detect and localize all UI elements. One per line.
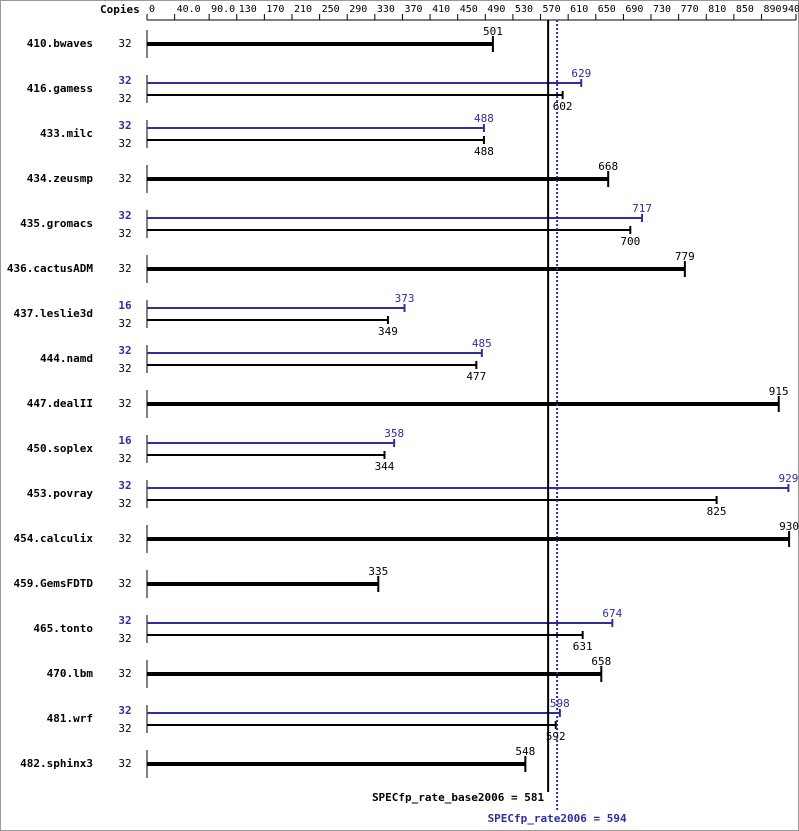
- x-tick-label: 610: [570, 4, 588, 15]
- copies: 32: [118, 119, 131, 132]
- x-tick-label: 250: [322, 4, 340, 15]
- x-tick-label: 210: [294, 4, 312, 15]
- benchmark-name: 482.sphinx3: [20, 757, 93, 770]
- x-tick-label: 770: [681, 4, 699, 15]
- benchmark-name: 435.gromacs: [20, 217, 93, 230]
- benchmark-name: 465.tonto: [33, 622, 93, 635]
- copies: 32: [118, 704, 131, 717]
- benchmark-name: 459.GemsFDTD: [14, 577, 94, 590]
- value-label: 631: [573, 640, 593, 653]
- value-label: 717: [632, 202, 652, 215]
- x-tick-label: 330: [377, 4, 395, 15]
- x-tick-label: 290: [349, 4, 367, 15]
- value-label: 501: [483, 25, 503, 38]
- benchmark-name: 416.gamess: [27, 82, 93, 95]
- x-tick-label: 730: [653, 4, 671, 15]
- value-label: 602: [553, 100, 573, 113]
- x-tick-label: 690: [625, 4, 643, 15]
- value-label: 629: [571, 67, 591, 80]
- value-label: 373: [395, 292, 415, 305]
- copies: 32: [118, 577, 131, 590]
- x-tick-label: 410: [432, 4, 450, 15]
- x-tick-label: 810: [708, 4, 726, 15]
- x-tick-label: 170: [266, 4, 284, 15]
- x-tick-label: 490: [487, 4, 505, 15]
- copies: 32: [118, 172, 131, 185]
- benchmark-name: 450.soplex: [27, 442, 94, 455]
- copies: 32: [118, 317, 131, 330]
- value-label: 485: [472, 337, 492, 350]
- value-label: 548: [515, 745, 535, 758]
- copies: 32: [118, 227, 131, 240]
- copies: 16: [118, 299, 132, 312]
- value-label: 488: [474, 112, 494, 125]
- value-label: 598: [550, 697, 570, 710]
- copies: 32: [118, 532, 131, 545]
- value-label: 658: [591, 655, 611, 668]
- copies: 32: [118, 497, 131, 510]
- benchmark-name: 437.leslie3d: [14, 307, 93, 320]
- copies: 16: [118, 434, 132, 447]
- benchmark-name: 453.povray: [27, 487, 94, 500]
- value-label: 668: [598, 160, 618, 173]
- value-label: 930: [779, 520, 799, 533]
- copies: 32: [118, 397, 131, 410]
- x-tick-label: 650: [598, 4, 616, 15]
- value-label: 929: [778, 472, 798, 485]
- copies: 32: [118, 74, 131, 87]
- value-label: 674: [602, 607, 622, 620]
- copies: 32: [118, 344, 131, 357]
- benchmark-name: 447.dealII: [27, 397, 93, 410]
- value-label: 349: [378, 325, 398, 338]
- copies: 32: [118, 479, 131, 492]
- copies: 32: [118, 137, 131, 150]
- x-tick-label: 530: [515, 4, 533, 15]
- x-tick-label: 0: [149, 4, 155, 15]
- copies: 32: [118, 209, 131, 222]
- copies: 32: [118, 667, 131, 680]
- value-label: 335: [368, 565, 388, 578]
- value-label: 592: [546, 730, 566, 743]
- x-tick-label: 370: [404, 4, 422, 15]
- benchmark-name: 454.calculix: [14, 532, 94, 545]
- benchmark-name: 410.bwaves: [27, 37, 93, 50]
- benchmark-name: 470.lbm: [47, 667, 94, 680]
- x-tick-label: 40.0: [177, 4, 201, 15]
- copies: 32: [118, 757, 131, 770]
- benchmark-name: 481.wrf: [47, 712, 93, 725]
- reference-label: SPECfp_rate_base2006 = 581: [372, 791, 545, 804]
- value-label: 779: [675, 250, 695, 263]
- copies: 32: [118, 362, 131, 375]
- copies: 32: [118, 37, 131, 50]
- value-label: 477: [466, 370, 486, 383]
- x-tick-label: 850: [736, 4, 754, 15]
- x-tick-label: 450: [460, 4, 478, 15]
- copies: 32: [118, 632, 131, 645]
- copies: 32: [118, 92, 131, 105]
- copies: 32: [118, 262, 131, 275]
- copies: 32: [118, 452, 131, 465]
- value-label: 825: [707, 505, 727, 518]
- value-label: 358: [384, 427, 404, 440]
- benchmark-name: 434.zeusmp: [27, 172, 94, 185]
- value-label: 488: [474, 145, 494, 158]
- copies-header: Copies: [100, 3, 140, 16]
- reference-label: SPECfp_rate2006 = 594: [488, 812, 627, 825]
- benchmark-name: 436.cactusADM: [7, 262, 93, 275]
- copies: 32: [118, 722, 131, 735]
- copies: 32: [118, 614, 131, 627]
- x-tick-label: 570: [543, 4, 561, 15]
- x-tick-label: 90.0: [211, 4, 235, 15]
- x-tick-label: 940: [782, 4, 799, 15]
- value-label: 915: [769, 385, 789, 398]
- value-label: 344: [375, 460, 395, 473]
- benchmark-name: 444.namd: [40, 352, 93, 365]
- benchmark-name: 433.milc: [40, 127, 93, 140]
- x-tick-label: 890: [763, 4, 781, 15]
- value-label: 700: [620, 235, 640, 248]
- x-tick-label: 130: [239, 4, 257, 15]
